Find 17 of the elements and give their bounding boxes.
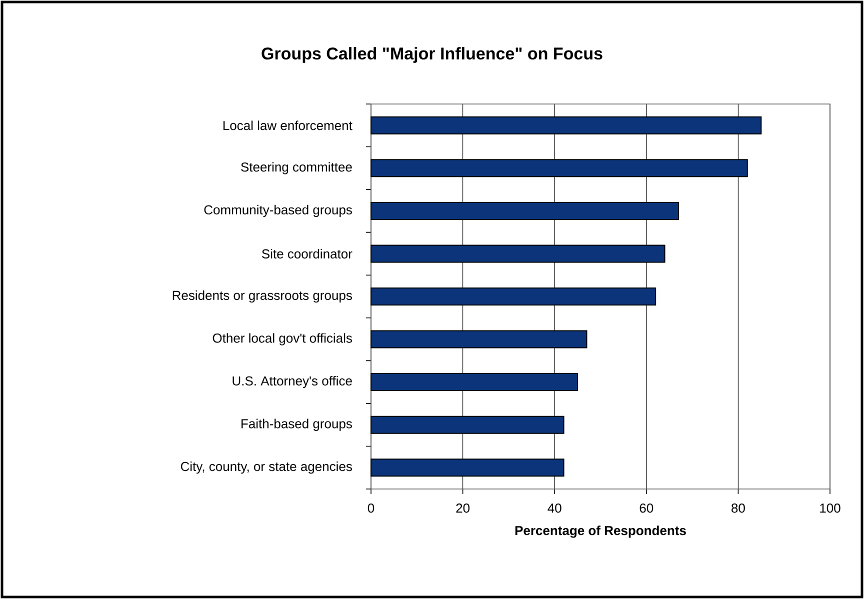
- x-tick-label: 20: [456, 504, 470, 513]
- y-tick-label: Local law enforcement: [223, 120, 352, 130]
- x-tick-label: 80: [732, 504, 745, 513]
- y-tick-label: City, county, or state agencies: [180, 462, 352, 474]
- x-tick-label: 100: [820, 504, 840, 513]
- y-tick-label: Faith-based groups: [242, 418, 352, 431]
- y-tick-label: U.S. Attorney's office: [232, 376, 352, 388]
- y-tick-label: Site coordinator: [262, 248, 352, 258]
- y-tick-label: Residents or grassroots groups: [172, 290, 352, 303]
- x-tick-label: 0: [368, 504, 374, 513]
- y-tick-label: Community-based groups: [204, 204, 352, 218]
- x-tick-label: 40: [548, 504, 562, 513]
- x-tick-label: 60: [640, 504, 654, 513]
- y-tick-label: Other local gov't officials: [212, 333, 352, 346]
- x-axis-title: Percentage of Respondents: [515, 526, 686, 538]
- y-tick-label: Steering committee: [241, 162, 352, 174]
- chart-title: Groups Called "Major Influence" on Focus: [262, 47, 602, 63]
